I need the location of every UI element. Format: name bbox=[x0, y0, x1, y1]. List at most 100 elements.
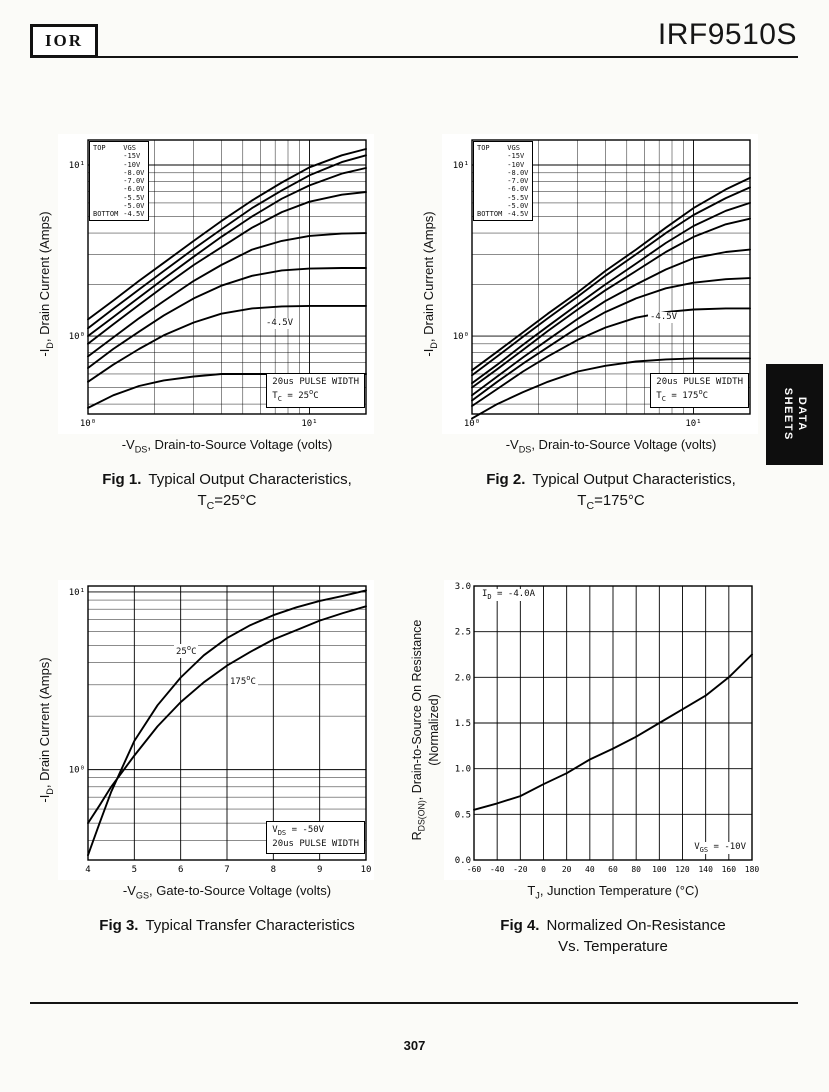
fig2-chart: 10⁰ 10¹ 10⁰ 10¹ bbox=[453, 139, 751, 429]
fig2-x-axis-label: -VDS, Drain-to-Source Voltage (volts) bbox=[505, 437, 717, 455]
legend-value: -5.0V bbox=[507, 201, 529, 210]
svg-text:9: 9 bbox=[317, 865, 322, 875]
fig1-caption: Fig 1. Typical Output Characteristics, TC… bbox=[88, 469, 366, 514]
legend-value: -10V bbox=[507, 160, 525, 169]
svg-text:10⁰: 10⁰ bbox=[464, 419, 480, 429]
fig3-vds-text: VDS = -50V bbox=[272, 824, 325, 837]
tab-line-2: SHEETS bbox=[781, 387, 794, 442]
fig1-chart: 10⁰ 10¹ 10⁰ 10¹ bbox=[69, 139, 367, 429]
fig4-y-axis-label: RDS(ON), Drain-to-Source On Resistance (… bbox=[408, 580, 444, 880]
fig4-x-axis-label: TJ, Junction Temperature (°C) bbox=[527, 883, 699, 901]
legend-value: -7.0V bbox=[123, 177, 145, 185]
fig3-y-axis-label-text: -ID, Drain Current (Amps) bbox=[37, 657, 55, 803]
svg-text:10: 10 bbox=[361, 865, 372, 875]
svg-text:0.5: 0.5 bbox=[455, 810, 471, 820]
ir-logo-text: IOR bbox=[44, 31, 84, 50]
fig1-temp-text: TC = 25oC bbox=[272, 388, 319, 404]
svg-text:10¹: 10¹ bbox=[69, 161, 85, 171]
legend-top-label: TOP bbox=[93, 144, 106, 152]
svg-text:6: 6 bbox=[178, 865, 183, 875]
svg-text:1.5: 1.5 bbox=[455, 719, 471, 729]
svg-text:10¹: 10¹ bbox=[453, 161, 469, 171]
header-rule bbox=[30, 56, 798, 58]
fig3-pulse-width-text: 20us PULSE WIDTH bbox=[272, 839, 359, 850]
footer-rule bbox=[30, 1002, 798, 1004]
fig2-pulse-note: 20us PULSE WIDTH TC = 175oC bbox=[650, 372, 749, 408]
fig2-caption: Fig 2. Typical Output Characteristics, TC… bbox=[472, 469, 750, 514]
fig2-temp-text: TC = 175oC bbox=[656, 388, 709, 404]
fig1-caption-line1: Fig 1. Typical Output Characteristics, bbox=[102, 470, 352, 488]
legend-value: -10V bbox=[123, 160, 141, 169]
figure-2: -ID, Drain Current (Amps) 10⁰ 10¹ 10⁰ 10¹ T… bbox=[418, 134, 770, 513]
legend-value: -6.0V bbox=[123, 185, 145, 194]
fig4-y-axis-label-text: RDS(ON), Drain-to-Source On Resistance (… bbox=[410, 619, 441, 841]
fig3-conditions-note: VDS = -50V 20us PULSE WIDTH bbox=[266, 820, 365, 854]
fig2-y-axis-label: -ID, Drain Current (Amps) bbox=[418, 134, 442, 434]
svg-text:2.0: 2.0 bbox=[455, 673, 471, 683]
svg-text:-60: -60 bbox=[467, 865, 482, 874]
fig1-pulse-width-text: 20us PULSE WIDTH bbox=[272, 376, 359, 387]
fig3-curve-label-25c: 25oC bbox=[174, 644, 199, 658]
svg-text:3.0: 3.0 bbox=[455, 582, 471, 592]
legend-header: VGS bbox=[123, 144, 136, 152]
legend-value: -6.0V bbox=[507, 185, 529, 194]
fig1-plot-area: 10⁰ 10¹ 10⁰ 10¹ TOP BOTTOM VGS -15V -10V -8… bbox=[58, 134, 374, 434]
fig3-curve-label-175c: 175oC bbox=[228, 674, 258, 688]
legend-bottom-label: BOTTOM bbox=[477, 210, 503, 218]
figure-3: -ID, Drain Current (Amps) 4 5 6 7 8 9 10 10⁰ 10¹… bbox=[34, 580, 386, 936]
fig1-y-axis-label: -ID, Drain Current (Amps) bbox=[34, 134, 58, 434]
legend-value: -5.0V bbox=[123, 201, 145, 210]
legend-value: -8.0V bbox=[507, 168, 529, 177]
fig2-pulse-width-text: 20us PULSE WIDTH bbox=[656, 376, 743, 387]
fig2-y-axis-label-text: -ID, Drain Current (Amps) bbox=[421, 211, 439, 357]
data-sheets-tab: DATA SHEETS bbox=[766, 364, 823, 465]
fig1-caption-line2: TC=25°C bbox=[197, 491, 257, 512]
legend-value: -15V bbox=[507, 152, 525, 161]
fig3-x-axis-label: -VGS, Gate-to-Source Voltage (volts) bbox=[122, 883, 332, 901]
legend-value: -8.0V bbox=[123, 168, 145, 177]
fig4-caption-line1: Fig 4. Normalized On-Resistance bbox=[500, 916, 726, 934]
ir-logo: IOR bbox=[30, 24, 98, 58]
fig3-caption: Fig 3. Typical Transfer Characteristics bbox=[88, 915, 366, 936]
svg-text:-20: -20 bbox=[513, 865, 528, 874]
svg-text:160: 160 bbox=[722, 865, 737, 874]
part-number-title: IRF9510S bbox=[657, 18, 797, 51]
legend-value: -15V bbox=[123, 152, 141, 161]
fig4-vgs-condition-text: VGS = -10V bbox=[692, 841, 748, 854]
svg-text:10¹: 10¹ bbox=[69, 588, 85, 598]
fig1-y-axis-label-text: -ID, Drain Current (Amps) bbox=[37, 211, 55, 357]
svg-text:80: 80 bbox=[631, 865, 641, 874]
legend-value: -5.5V bbox=[123, 193, 145, 202]
svg-text:5: 5 bbox=[132, 865, 137, 875]
figure-4: RDS(ON), Drain-to-Source On Resistance (… bbox=[408, 580, 772, 957]
fig2-caption-line1: Fig 2. Typical Output Characteristics, bbox=[486, 470, 736, 488]
fig4-chart: -60 -40 -20 0 20 40 60 80 100 120 140 160 180 0.0 0.5 1… bbox=[455, 582, 760, 874]
svg-text:10⁰: 10⁰ bbox=[453, 332, 469, 342]
fig4-id-condition-text: ID = -4.0A bbox=[480, 589, 537, 602]
fig2-caption-line2: TC=175°C bbox=[577, 491, 645, 512]
svg-text:8: 8 bbox=[271, 865, 276, 875]
fig4-plot-area: -60 -40 -20 0 20 40 60 80 100 120 140 160 180 0.0 0.5 1… bbox=[444, 580, 760, 880]
fig3-y-axis-label: -ID, Drain Current (Amps) bbox=[34, 580, 58, 880]
legend-top-label: TOP bbox=[477, 144, 490, 152]
fig3-chart: 4 5 6 7 8 9 10 10⁰ 10¹ bbox=[69, 585, 372, 875]
svg-text:0: 0 bbox=[541, 865, 546, 874]
legend-value: -5.5V bbox=[507, 193, 529, 202]
legend-value: -4.5V bbox=[123, 210, 145, 218]
fig1-vgs-legend: TOP BOTTOM VGS -15V -10V -8.0V -7.0V -6.… bbox=[89, 141, 150, 222]
svg-text:2.5: 2.5 bbox=[455, 628, 471, 638]
data-sheets-tab-label: DATA SHEETS bbox=[780, 388, 809, 441]
legend-value: -4.5V bbox=[507, 210, 529, 218]
svg-text:-40: -40 bbox=[490, 865, 505, 874]
fig2-vgs-legend: TOP BOTTOM VGS -15V -10V -8.0V -7.0V -6.… bbox=[473, 141, 534, 222]
fig4-caption-line2: Vs. Temperature bbox=[558, 937, 668, 955]
svg-text:7: 7 bbox=[224, 865, 229, 875]
svg-text:60: 60 bbox=[608, 865, 618, 874]
svg-text:40: 40 bbox=[585, 865, 595, 874]
fig1-x-axis-label: -VDS, Drain-to-Source Voltage (volts) bbox=[121, 437, 333, 455]
fig1-curve-label-4p5v: -4.5V bbox=[264, 318, 296, 329]
legend-value: -7.0V bbox=[507, 177, 529, 185]
fig3-plot-area: 4 5 6 7 8 9 10 10⁰ 10¹ 25oC 175oC VDS = -50V 20u… bbox=[58, 580, 374, 880]
page-number: 307 bbox=[403, 1038, 426, 1053]
svg-text:10¹: 10¹ bbox=[301, 419, 317, 429]
